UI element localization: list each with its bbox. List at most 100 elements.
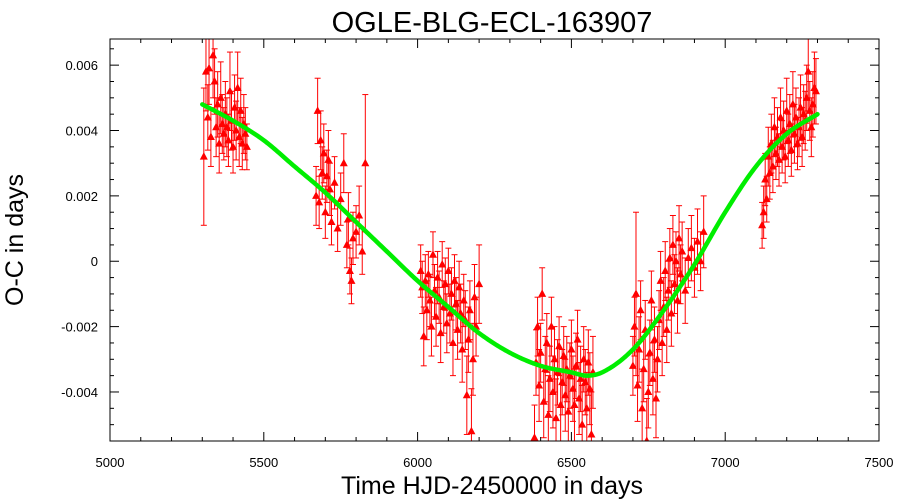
triangle-marker [229,142,238,150]
triangle-marker [215,139,224,147]
x-tick-label: 7500 [865,455,894,470]
triangle-marker [631,289,640,297]
triangle-marker [653,354,662,363]
triangle-marker [447,289,456,297]
triangle-marker [422,305,431,314]
triangle-marker [347,276,356,284]
triangle-marker [312,191,321,199]
triangle-marker [349,233,358,242]
triangle-marker [776,112,785,121]
data-point [573,309,582,370]
triangle-marker [205,63,214,72]
triangle-marker [535,380,544,389]
triangle-marker [768,161,777,170]
triangle-marker [533,322,542,330]
triangle-marker [578,420,587,428]
triangle-marker [224,135,233,144]
data-point [658,309,667,377]
data-point [550,326,559,393]
triangle-marker [658,338,667,346]
plot-marks [199,39,820,441]
data-point [570,368,579,441]
data-point [644,355,653,429]
triangle-marker [444,266,453,275]
triangle-marker [635,344,644,353]
data-point [352,205,361,259]
triangle-marker [696,256,705,265]
triangle-marker [665,253,674,261]
data-point [667,280,676,347]
triangle-marker [576,374,585,382]
triangle-marker [358,246,367,255]
triangle-marker [342,240,351,248]
triangle-marker [441,279,450,288]
data-point [453,299,462,360]
triangle-marker [213,99,222,108]
data-point [467,388,476,441]
triangle-marker [699,227,708,235]
triangle-marker [787,145,796,154]
triangle-marker [539,397,548,405]
data-point [232,100,241,161]
triangle-marker [428,250,437,258]
triangle-marker [467,426,476,435]
data-point [438,241,447,288]
triangle-marker [671,256,680,265]
data-point [312,165,321,226]
triangle-marker [530,433,539,441]
triangle-marker [564,407,573,415]
chart-title: OGLE-BLG-ECL-163907 [332,7,653,39]
triangle-marker [693,237,702,245]
triangle-marker [203,112,212,121]
data-point [585,352,594,426]
triangle-marker [587,429,596,438]
data-point [465,280,474,341]
triangle-marker [465,305,474,314]
data-point [436,303,445,364]
triangle-marker [442,318,451,327]
data-point [213,71,222,138]
triangle-marker [651,394,660,402]
triangle-marker [644,436,650,441]
triangle-marker [225,86,234,95]
triangle-marker [638,403,647,412]
triangle-marker [667,309,676,317]
triangle-marker [210,76,219,85]
triangle-marker [775,155,784,163]
triangle-marker [582,403,591,412]
x-tick-label: 6000 [403,455,432,470]
triangle-marker [687,243,696,252]
triangle-marker [462,390,471,399]
triangle-marker [630,322,639,330]
triangle-marker [647,295,656,304]
triangle-marker [339,158,348,167]
data-point [651,358,660,439]
triangle-marker [567,344,576,353]
triangle-marker [550,354,559,363]
triangle-marker [436,328,445,337]
triangle-marker [662,325,671,333]
triangle-marker [542,338,551,346]
triangle-marker [233,83,242,92]
triangle-marker [330,178,339,186]
triangle-marker [570,400,579,409]
x-tick-label: 7000 [711,455,740,470]
triangle-marker [633,380,642,389]
y-tick-label: 0.004 [65,124,98,139]
y-tick-label: -0.004 [61,385,98,400]
data-point [236,77,245,145]
triangle-marker [475,279,484,288]
triangle-marker [209,50,218,59]
y-tick-label: 0 [91,254,98,269]
x-tick-label: 5500 [249,455,278,470]
triangle-marker [648,374,657,382]
triangle-marker [804,67,813,75]
x-tick-label: 6500 [557,455,586,470]
triangle-marker [636,305,645,314]
triangle-marker [333,224,342,232]
triangle-marker [781,152,790,160]
triangle-marker [548,387,557,395]
triangle-marker [811,86,820,95]
y-axis-title: O-C in days [1,174,29,306]
data-point [475,244,484,324]
